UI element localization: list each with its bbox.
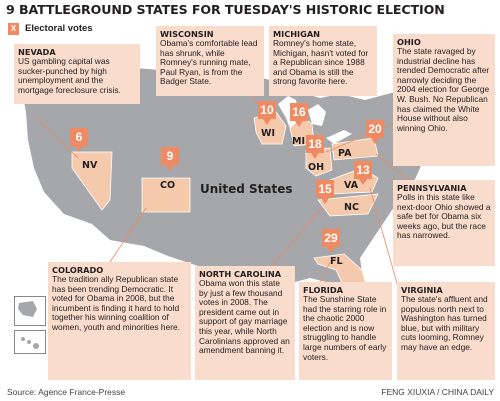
- state-shape-nc: [317, 193, 379, 217]
- inset-alaska-hawaii: [14, 296, 46, 326]
- state-name: FLORIDA: [303, 285, 343, 295]
- inset-hawaii: [14, 330, 46, 354]
- author-credit: FENG XIUXIA / CHINA DAILY: [381, 387, 494, 397]
- state-description: Polls in this state like next-door Ohio …: [397, 192, 491, 241]
- votes-marker-wi: 10: [258, 101, 276, 125]
- votes-marker-nv: 6: [70, 128, 88, 152]
- callout-north-carolina: NORTH CAROLINA Obama won this state by j…: [195, 266, 295, 380]
- state-abbr-wi: WI: [261, 128, 276, 139]
- state-description: Obama's comfortable lead has shrunk, whi…: [160, 38, 258, 87]
- state-description: The tradition ally Republican state has …: [52, 274, 181, 332]
- state-shape-co: [141, 177, 191, 213]
- callout-florida: FLORIDA The Sunshine State had the starr…: [299, 282, 392, 380]
- leader-co: [109, 207, 147, 263]
- state-description: Obama won this state by just a few thous…: [199, 278, 290, 356]
- page-title: 9 BATTLEGROUND STATES FOR TUESDAY'S HIST…: [6, 2, 445, 17]
- callout-michigan: MICHIGAN Romney's home state, Michigan, …: [269, 26, 377, 96]
- state-abbr-va: VA: [344, 180, 359, 191]
- source-credit: Source: Agence France-Presse: [7, 387, 126, 397]
- country-label: United States: [200, 182, 293, 196]
- legend-label: Electoral votes: [25, 23, 93, 34]
- state-name: VIRGINIA: [401, 285, 443, 295]
- state-shape-wi: [253, 111, 287, 145]
- electoral-votes-marker-icon: X: [8, 23, 19, 35]
- callout-colorado: COLORADO The tradition ally Republican s…: [48, 262, 191, 380]
- votes-marker-fl: 29: [322, 229, 340, 253]
- state-abbr-mi: MI: [292, 136, 305, 147]
- state-name: OHIO: [397, 37, 421, 47]
- state-description: The Sunshine State had the starring role…: [303, 294, 387, 362]
- state-name: PENNSYLVANIA: [397, 183, 467, 193]
- callout-ohio: OHIO The state ravaged by industrial dec…: [393, 34, 495, 166]
- state-abbr-pa: PA: [338, 148, 352, 159]
- alaska-icon: [18, 301, 37, 317]
- state-abbr-fl: FL: [330, 256, 343, 267]
- state-description: Romney's home state, Michigan, hasn't vo…: [273, 38, 369, 87]
- leader-va: [369, 187, 401, 295]
- callout-wisconsin: WISCONSIN Obama's comfortable lead has s…: [156, 26, 264, 96]
- callout-virginia: VIRGINIA The state's affluent and populo…: [397, 282, 495, 380]
- state-name: NORTH CAROLINA: [199, 269, 282, 279]
- state-name: WISCONSIN: [160, 29, 214, 39]
- state-description: US gambling capital was sucker-punched b…: [18, 56, 121, 95]
- great-lakes-east: [308, 104, 326, 126]
- leader-fl: [319, 261, 331, 283]
- hawaii-icon: [21, 337, 39, 349]
- callout-nevada: NEVADA US gambling capital was sucker-pu…: [14, 44, 140, 104]
- leader-nv: [35, 117, 79, 159]
- votes-marker-va: 13: [354, 161, 372, 185]
- votes-marker-oh: 18: [306, 135, 324, 159]
- lake-erie: [326, 130, 352, 144]
- state-abbr-nv: NV: [82, 160, 98, 171]
- votes-marker-co: 9: [161, 147, 179, 171]
- votes-marker-pa: 20: [366, 120, 384, 144]
- state-abbr-nc: NC: [344, 202, 359, 213]
- state-abbr-co: CO: [160, 180, 176, 191]
- state-name: COLORADO: [52, 265, 104, 275]
- leader-nc: [269, 207, 323, 269]
- votes-marker-mi: 16: [290, 103, 308, 127]
- state-description: The state's affluent and populous north …: [401, 294, 488, 352]
- votes-marker-nc: 15: [316, 180, 334, 204]
- state-shape-nv: [71, 151, 113, 211]
- state-description: The state ravaged by industrial decline …: [397, 46, 490, 133]
- callout-pennsylvania: PENNSYLVANIA Polls in this state like ne…: [393, 180, 495, 266]
- state-name: MICHIGAN: [273, 29, 321, 39]
- state-name: NEVADA: [18, 47, 56, 57]
- leader-oh: [325, 121, 399, 153]
- state-abbr-oh: OH: [308, 162, 325, 173]
